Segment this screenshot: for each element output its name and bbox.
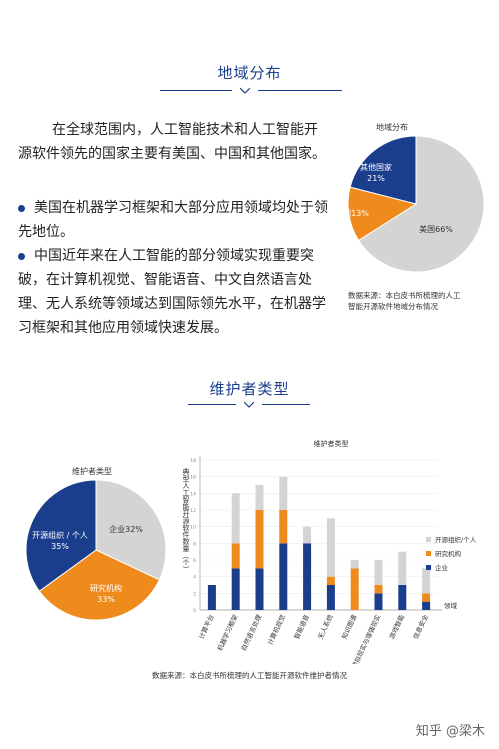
bar-segment-2 — [279, 476, 288, 510]
x-tick-label: 知识图谱 — [339, 613, 358, 641]
x-axis-label: 领域 — [444, 601, 458, 610]
bar-segment-1 — [255, 510, 264, 569]
bar-segment-2 — [422, 568, 431, 594]
x-tick-label: 计算平台 — [197, 613, 216, 640]
bar-segment-2 — [398, 551, 407, 585]
x-tick-label: 计算机视觉 — [265, 613, 287, 647]
source-line-2: 智能开源软件地域分布情况 — [348, 302, 438, 311]
bar-segment-1 — [279, 510, 288, 544]
legend-swatch — [426, 565, 431, 570]
watermark: 知乎 @梁木 — [415, 724, 485, 739]
bar-segment-0 — [374, 593, 383, 610]
bullet-dot-icon — [18, 204, 25, 212]
y-tick-label: 14 — [190, 491, 196, 497]
maint-slice-2 — [25, 479, 97, 592]
bullet-usa: 美国在机器学习框架和大部分应用领域均处于领先地位。 — [18, 196, 330, 244]
bar-segment-0 — [422, 601, 431, 610]
y-tick-label: 16 — [190, 475, 196, 481]
stacked-bar-chart-maintainers: 维护者类型典型人工智能开源软件数量（个） 0 2 4 6 8 10 12 14 16 18 计算平台机… — [182, 439, 477, 664]
section-title-maintainers: 维护者类型 — [209, 380, 290, 398]
geo-slice-label-0: 美国66% — [419, 224, 453, 234]
maint-slice-1 — [38, 549, 161, 621]
bar-segment-1 — [326, 576, 335, 585]
title-rule-right — [262, 404, 310, 405]
y-tick-label: 10 — [190, 525, 196, 531]
maint-slice-label-1: 33% — [97, 595, 115, 604]
bar-segment-1 — [350, 568, 359, 610]
bar-segment-0 — [279, 543, 288, 610]
geo-slice-label-1: 中国13% — [335, 208, 369, 218]
y-tick-label: 8 — [193, 541, 196, 547]
bar-segment-1 — [231, 543, 240, 569]
bar-segment-2 — [374, 560, 383, 585]
bar-segment-1 — [422, 593, 431, 602]
y-axis-label: 典型人工智能开源软件数量（个） — [182, 467, 190, 573]
bar-segment-0 — [255, 568, 264, 610]
x-tick-label: 无人系统 — [316, 613, 335, 641]
legend-label: 研究机构 — [435, 549, 462, 558]
bullet-dot-icon — [18, 252, 25, 260]
bullet-usa-text: 美国在机器学习框架和大部分应用领域均处于领先地位。 — [18, 200, 328, 240]
title-rule-left — [188, 404, 236, 405]
chevron-down-icon — [240, 87, 250, 94]
legend-swatch — [426, 537, 431, 542]
maint-slice-label-2: 35% — [51, 542, 69, 551]
bullet-china: 中国近年来在人工智能的部分领域实现重要突破，在计算机视觉、智能语音、中文自然语言… — [18, 244, 330, 340]
x-tick-label: 机器学习框架 — [215, 613, 240, 653]
geo-slice-1 — [347, 186, 418, 242]
bar-segment-2 — [255, 485, 264, 510]
legend-label: 企业 — [435, 563, 449, 572]
source-note-geography: 数据来源：本白皮书所梳理的人工 智能开源软件地域分布情况 — [348, 290, 496, 312]
source-note-maintainers: 数据来源：本白皮书所梳理的人工智能开源软件维护者情况 — [152, 671, 347, 680]
bar-segment-0 — [326, 585, 335, 610]
maint-slice-label-0: 企业32% — [109, 524, 143, 534]
x-tick-label: 智能语音 — [292, 613, 311, 641]
y-tick-label: 2 — [193, 591, 196, 597]
geo-slice-2 — [349, 135, 417, 205]
y-tick-label: 0 — [193, 608, 196, 614]
bullet-china-text: 中国近年来在人工智能的部分领域实现重要突破，在计算机视觉、智能语音、中文自然语言… — [18, 248, 326, 336]
pie-title-geography: 地域分布 — [376, 123, 408, 132]
maint-slice-label-2: 开源组织 / 个人 — [32, 530, 88, 540]
chevron-down-icon — [244, 401, 254, 408]
geo-slice-label-2: 其他国家 — [360, 162, 392, 172]
y-tick-label: 18 — [190, 458, 196, 464]
bar-segment-0 — [398, 585, 407, 610]
bar-segment-2 — [231, 493, 240, 544]
bar-segment-0 — [207, 585, 216, 610]
bar-segment-0 — [231, 568, 240, 610]
x-tick-label: 自然语言处理 — [239, 613, 264, 653]
bar-segment-2 — [326, 518, 335, 577]
intro-paragraph: 在全球范围内，人工智能技术和人工智能开源软件领先的国家主要有美国、中国和其他国家… — [18, 122, 326, 162]
maint-slice-0 — [95, 479, 167, 581]
title-rule-right — [258, 90, 342, 91]
section-title-geography: 地域分布 — [217, 64, 282, 82]
pie-chart-geography: 美国66% 中国13% 其他国家 21% — [335, 135, 485, 273]
bar-segment-2 — [350, 560, 359, 569]
source-line-1: 数据来源：本白皮书所梳理的人工 — [348, 291, 461, 300]
x-tick-label: 游戏智能 — [387, 613, 406, 641]
y-tick-label: 4 — [193, 575, 196, 581]
legend-label: 开源组织/个人 — [435, 535, 477, 544]
bar-segment-0 — [303, 543, 312, 610]
geo-slice-0 — [357, 135, 485, 273]
pie-title-maintainers: 维护者类型 — [72, 467, 112, 476]
maint-slice-label-1: 研究机构 — [90, 583, 122, 593]
bar-segment-2 — [303, 526, 312, 544]
bar-segment-1 — [374, 585, 383, 594]
y-tick-label: 6 — [193, 558, 196, 564]
x-tick-label: 信息安全 — [411, 613, 430, 641]
bar-chart-title: 维护者类型 — [314, 439, 349, 448]
pie-chart-maintainers: 企业32% 研究机构 33% 开源组织 / 个人 35% — [25, 479, 167, 621]
geo-slice-label-2: 21% — [367, 174, 385, 183]
legend-swatch — [426, 551, 431, 556]
y-tick-label: 12 — [190, 508, 196, 514]
title-rule-left — [160, 90, 232, 91]
